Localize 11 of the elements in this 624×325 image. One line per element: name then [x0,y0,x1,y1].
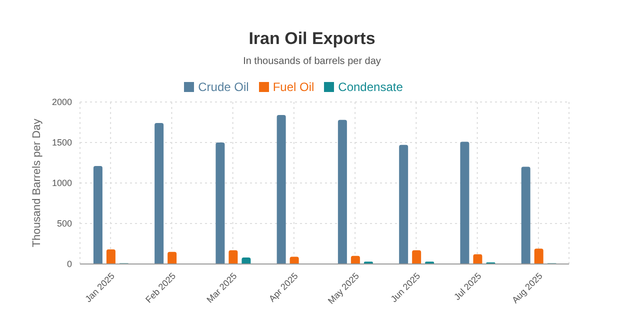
y-tick-label: 1500 [52,138,72,148]
legend-label: Fuel Oil [272,80,314,94]
chart-subtitle: In thousands of barrels per day [242,56,382,69]
y-axis-title: Thousand Barrels per Day [30,118,43,248]
legend-label: Condensate [338,80,403,94]
y-tick-label: 500 [56,218,72,229]
y-tick-label: 1000 [52,178,72,188]
y-tick-label: 2000 [52,97,72,108]
y-tick-label: 0 [66,259,72,270]
chart-title: Iran Oil Exports [248,29,376,50]
legend-label: Crude Oil [198,80,249,94]
